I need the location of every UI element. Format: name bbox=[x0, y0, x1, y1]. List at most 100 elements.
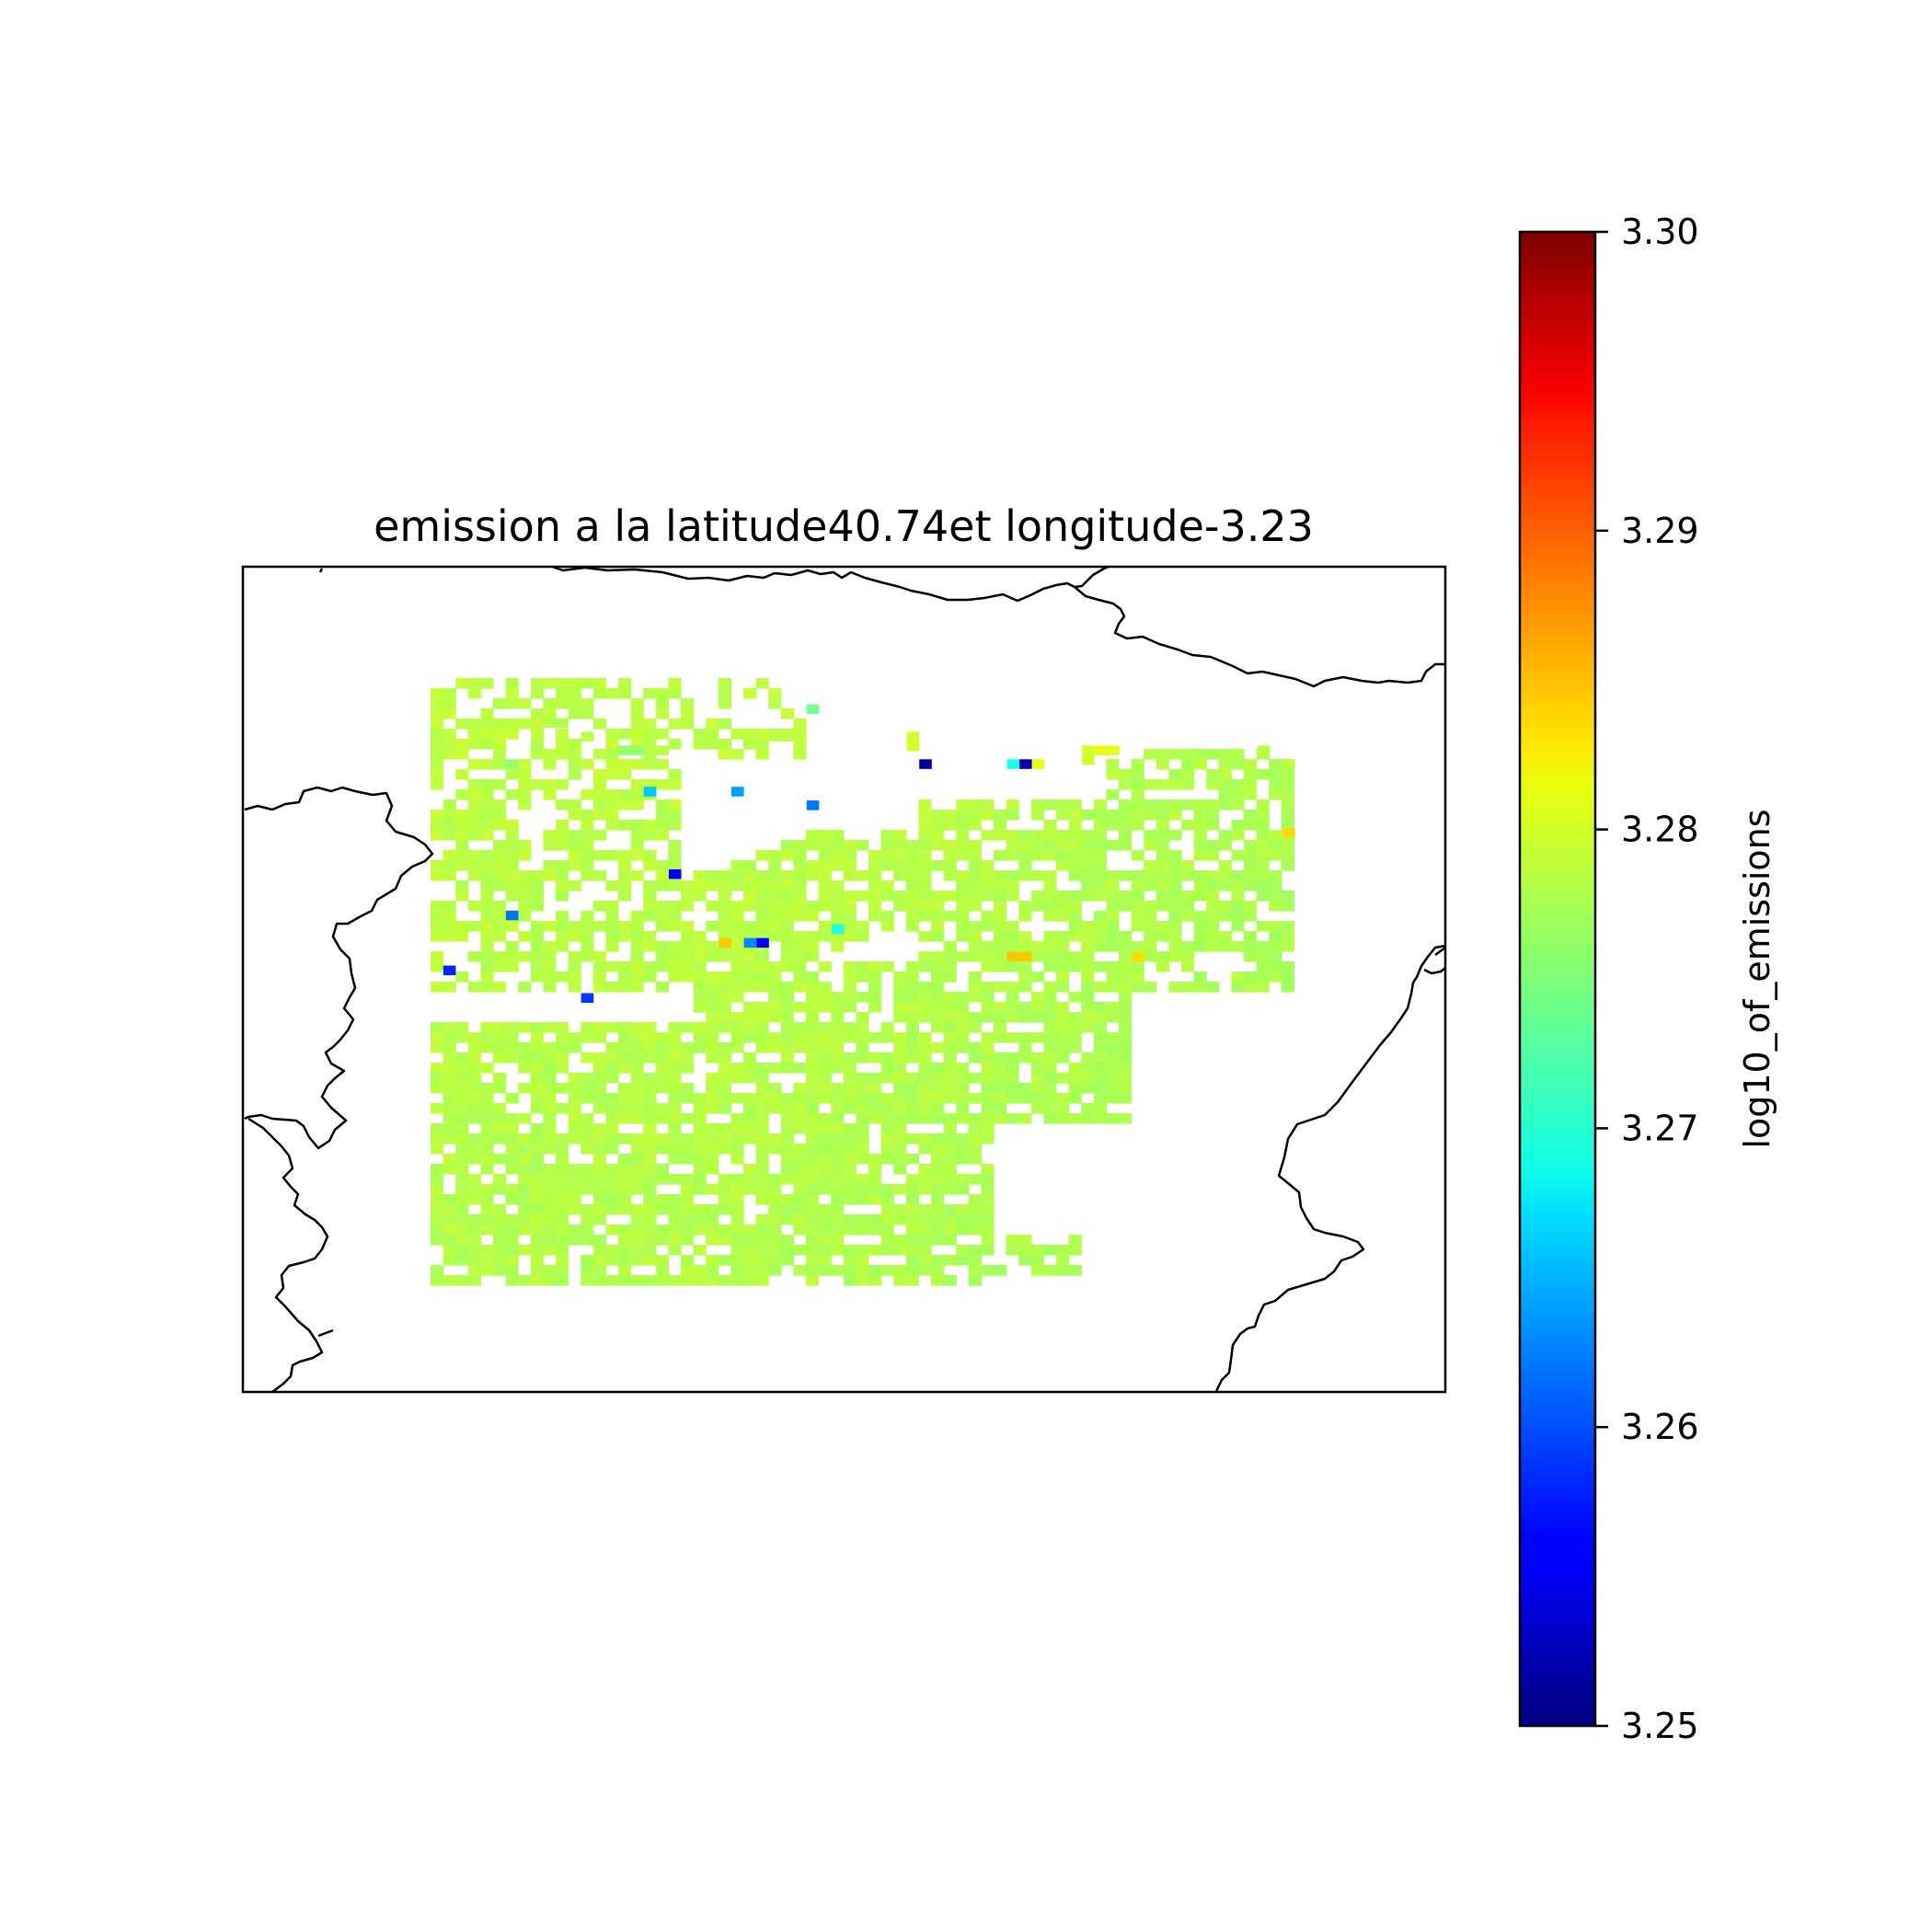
heatmap-cell bbox=[1119, 1032, 1133, 1043]
heatmap-cell bbox=[706, 1123, 719, 1134]
heatmap-cell bbox=[592, 1174, 606, 1185]
heatmap-cell bbox=[1043, 992, 1057, 1003]
heatmap-cell bbox=[893, 982, 907, 993]
heatmap-cell bbox=[618, 1255, 632, 1266]
heatmap-cell bbox=[455, 1093, 469, 1104]
heatmap-cell bbox=[643, 1204, 657, 1215]
heatmap-cell bbox=[668, 1144, 682, 1155]
heatmap-cell bbox=[743, 1093, 757, 1104]
heatmap-cell bbox=[1231, 941, 1245, 952]
heatmap-cell bbox=[455, 860, 469, 871]
heatmap-cell bbox=[893, 1052, 907, 1064]
heatmap-cell bbox=[793, 739, 807, 750]
heatmap-cell bbox=[443, 965, 456, 975]
heatmap-cell bbox=[718, 870, 731, 881]
heatmap-cell bbox=[581, 1255, 594, 1266]
heatmap-cell bbox=[431, 1063, 444, 1074]
heatmap-cell bbox=[831, 880, 845, 891]
heatmap-cell bbox=[755, 1275, 769, 1286]
heatmap-cell bbox=[493, 951, 507, 962]
heatmap-cell bbox=[880, 911, 894, 922]
heatmap-cell bbox=[880, 1133, 894, 1144]
heatmap-cell bbox=[505, 891, 519, 902]
heatmap-cell bbox=[768, 1214, 782, 1225]
heatmap-cell bbox=[893, 830, 907, 841]
heatmap-cell bbox=[956, 1083, 970, 1094]
heatmap-cell bbox=[730, 1133, 744, 1144]
heatmap-cell bbox=[730, 1154, 744, 1165]
heatmap-cell bbox=[1006, 951, 1032, 962]
heatmap-cell bbox=[1018, 982, 1032, 993]
heatmap-cell bbox=[431, 810, 444, 821]
heatmap-cell bbox=[768, 982, 782, 993]
heatmap-cell bbox=[718, 982, 731, 993]
heatmap-cell bbox=[467, 1265, 481, 1276]
heatmap-cell bbox=[768, 880, 782, 891]
heatmap-cell bbox=[443, 830, 456, 841]
heatmap-cell bbox=[1144, 749, 1157, 760]
heatmap-cell bbox=[868, 1184, 882, 1195]
heatmap-cell bbox=[994, 951, 1007, 962]
heatmap-cell bbox=[1030, 891, 1044, 902]
heatmap-cell bbox=[968, 941, 982, 952]
heatmap-cell bbox=[818, 1164, 832, 1175]
heatmap-cell bbox=[467, 1073, 481, 1084]
heatmap-cell bbox=[443, 982, 456, 993]
heatmap-cell bbox=[1193, 891, 1207, 902]
heatmap-cell bbox=[693, 941, 707, 952]
heatmap-cell bbox=[780, 850, 794, 861]
heatmap-cell bbox=[931, 1002, 945, 1013]
heatmap-cell bbox=[630, 1063, 644, 1074]
heatmap-cell bbox=[943, 1113, 957, 1124]
heatmap-cell bbox=[568, 921, 581, 932]
map-axes bbox=[244, 567, 1445, 1392]
heatmap-cell bbox=[856, 972, 869, 983]
heatmap-cell bbox=[1056, 1093, 1070, 1104]
heatmap-cell bbox=[831, 1063, 845, 1074]
heatmap-cell bbox=[581, 1204, 594, 1215]
heatmap-cell bbox=[793, 901, 807, 912]
heatmap-cell bbox=[518, 789, 532, 800]
heatmap-cell bbox=[1082, 745, 1095, 765]
heatmap-cell bbox=[655, 1265, 669, 1276]
colorbar-tick-label: 3.29 bbox=[1621, 511, 1699, 551]
heatmap-cell bbox=[643, 1164, 657, 1175]
heatmap-cell bbox=[618, 729, 632, 740]
heatmap-cell bbox=[956, 799, 970, 811]
heatmap-cell bbox=[1068, 901, 1082, 912]
heatmap-cell bbox=[1156, 961, 1169, 972]
heatmap-cell bbox=[1281, 921, 1294, 932]
heatmap-cell bbox=[1119, 1042, 1133, 1053]
heatmap-cell bbox=[592, 789, 606, 800]
heatmap-cell bbox=[431, 1275, 444, 1286]
heatmap-cell bbox=[931, 992, 945, 1003]
heatmap-cell bbox=[1269, 779, 1282, 790]
heatmap-cell bbox=[856, 1022, 869, 1033]
heatmap-cell bbox=[931, 1073, 945, 1084]
heatmap-cell bbox=[581, 1265, 594, 1276]
heatmap-cell bbox=[1081, 1083, 1095, 1094]
heatmap-cell bbox=[768, 698, 782, 709]
heatmap-cell bbox=[806, 931, 820, 942]
heatmap-cell bbox=[592, 678, 606, 689]
heatmap-cell bbox=[768, 1194, 782, 1205]
portugal-spain-border bbox=[244, 786, 434, 1392]
heatmap-cell bbox=[681, 1133, 695, 1144]
heatmap-cell bbox=[1281, 820, 1294, 831]
heatmap-cell bbox=[755, 1103, 769, 1114]
heatmap-cell bbox=[655, 901, 669, 912]
heatmap-cell bbox=[931, 921, 945, 932]
heatmap-cell bbox=[918, 830, 932, 841]
heatmap-cell bbox=[1244, 911, 1258, 922]
heatmap-cell bbox=[1193, 880, 1207, 891]
heatmap-cell bbox=[543, 1093, 557, 1104]
heatmap-cell bbox=[981, 1164, 995, 1175]
heatmap-cell bbox=[618, 789, 632, 800]
heatmap-cell bbox=[581, 1073, 594, 1084]
heatmap-cell bbox=[455, 1073, 469, 1084]
heatmap-cell bbox=[918, 1214, 932, 1225]
heatmap-cell bbox=[493, 1235, 507, 1246]
heatmap-cell bbox=[956, 840, 970, 851]
heatmap-cell bbox=[780, 708, 794, 719]
heatmap-cell bbox=[1119, 901, 1133, 912]
